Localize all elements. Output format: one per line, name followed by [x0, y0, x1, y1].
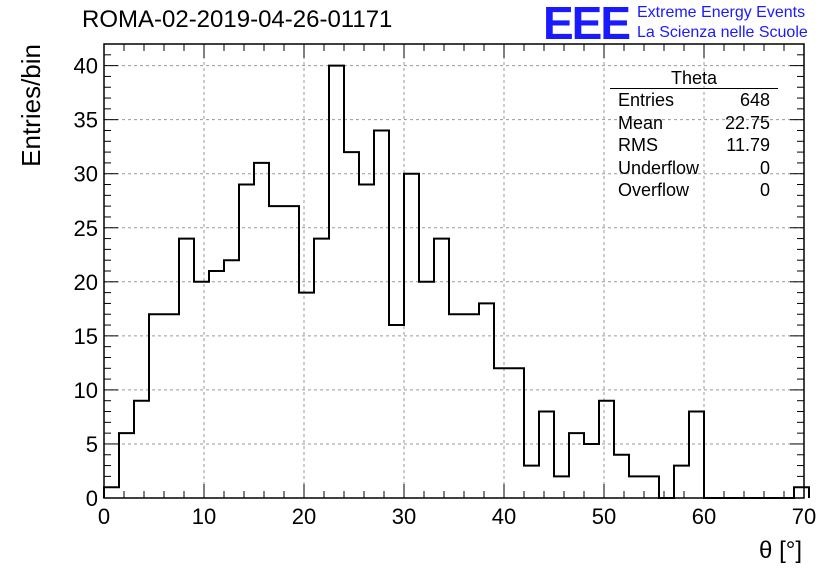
- axis-ticks: [103, 43, 805, 499]
- histogram-bin: [629, 476, 644, 498]
- y-tick-label: 25: [74, 216, 98, 241]
- logo-subtitle-line1: Extreme Energy Events: [637, 4, 806, 21]
- stats-label: Overflow: [618, 180, 690, 200]
- histogram-bin: [299, 293, 314, 498]
- histogram-bin: [374, 130, 389, 498]
- histogram-bin: [224, 260, 239, 498]
- x-tick-label: 0: [98, 504, 110, 529]
- stats-label: Mean: [618, 112, 664, 133]
- histogram-bin: [449, 314, 464, 498]
- y-tick-label: 0: [86, 486, 98, 511]
- x-tick-label: 50: [592, 504, 616, 529]
- histogram-bin: [524, 466, 539, 498]
- histogram-bin: [209, 271, 224, 498]
- histogram-bin: [149, 314, 164, 498]
- histogram-bin: [539, 412, 554, 498]
- histogram-bin: [164, 314, 179, 498]
- histogram-bin: [329, 66, 344, 498]
- y-tick-label: 15: [74, 324, 98, 349]
- histogram-bin: [314, 239, 329, 498]
- x-tick-label: 10: [192, 504, 216, 529]
- stats-row-rms: RMS 11.79: [610, 134, 778, 157]
- x-tick-label: 60: [692, 504, 716, 529]
- stats-value: 22.75: [724, 112, 770, 133]
- histogram-bin: [569, 433, 584, 498]
- histogram-bin: [674, 466, 689, 498]
- histogram-bin: [554, 476, 569, 498]
- stats-value: 0: [759, 180, 770, 200]
- histogram-bin: [254, 163, 269, 498]
- histogram-bin: [239, 185, 254, 498]
- histogram-bin: [359, 185, 374, 498]
- stats-row-underflow: Underflow 0: [610, 157, 778, 180]
- stats-row-overflow: Overflow 0: [610, 179, 778, 202]
- x-tick-label: 40: [492, 504, 516, 529]
- histogram-bin: [344, 152, 359, 498]
- y-tick-label: 20: [74, 270, 98, 295]
- histogram-bin: [419, 282, 434, 498]
- grid-lines: [104, 44, 804, 498]
- stats-row-mean: Mean 22.75: [610, 112, 778, 135]
- y-tick-label: 30: [74, 162, 98, 187]
- histogram-bin: [479, 303, 494, 498]
- histogram-bin: [104, 487, 119, 498]
- y-tick-label: 40: [74, 54, 98, 79]
- histogram-bin: [794, 487, 809, 498]
- histogram-bin: [584, 444, 599, 498]
- stats-label: Underflow: [618, 157, 700, 178]
- x-tick-label: 20: [292, 504, 316, 529]
- stats-value: 648: [739, 90, 770, 110]
- histogram-bin: [284, 206, 299, 498]
- histogram-bin: [119, 433, 134, 498]
- histogram-bin: [599, 401, 614, 498]
- stats-value: 11.79: [726, 135, 770, 155]
- y-tick-label: 35: [74, 108, 98, 133]
- stats-label: RMS: [618, 135, 658, 155]
- stats-title: Theta: [610, 68, 778, 89]
- eee-logo: EEE: [543, 0, 631, 49]
- histogram-bin: [644, 476, 659, 498]
- x-tick-label: 30: [392, 504, 416, 529]
- histogram-bin: [614, 455, 629, 498]
- histogram-bin: [689, 412, 704, 498]
- stats-label: Entries: [618, 90, 675, 110]
- logo-subtitle-line2: La Scienza nelle Scuole: [637, 24, 808, 41]
- histogram-bin: [494, 368, 509, 498]
- y-tick-label: 10: [74, 378, 98, 403]
- stats-value: 0: [759, 157, 770, 178]
- y-axis-label: Entries/bin: [16, 44, 46, 167]
- histogram-bin: [464, 314, 479, 498]
- y-tick-label: 5: [86, 432, 98, 457]
- histogram-bin: [179, 239, 194, 498]
- histogram-bin: [134, 401, 149, 498]
- x-tick-label: 70: [792, 504, 816, 529]
- stats-row-entries: Entries 648: [610, 89, 778, 112]
- tick-labels: 0 10 20 30 40 50 60 70 0 5 10 15 20 25 30 35 40: [74, 54, 817, 529]
- histogram-bin: [434, 239, 449, 498]
- x-axis-label: θ [°]: [759, 537, 802, 564]
- histogram-bin: [509, 368, 524, 498]
- histogram-bin: [269, 206, 284, 498]
- stats-box: Theta Entries 648 Mean 22.75 RMS 11.79 U…: [610, 68, 778, 202]
- chart-title: ROMA-02-2019-04-26-01171: [82, 6, 393, 33]
- histogram-bin: [389, 325, 404, 498]
